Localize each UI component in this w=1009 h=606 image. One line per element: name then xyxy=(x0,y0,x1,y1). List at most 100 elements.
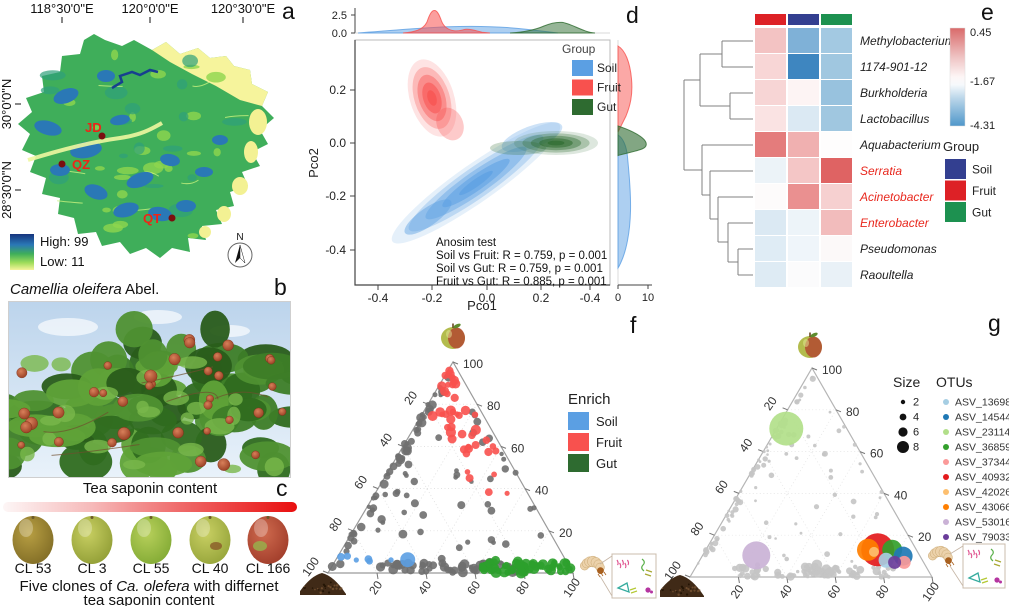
circle xyxy=(487,475,494,483)
circle xyxy=(856,565,865,574)
circle xyxy=(680,585,684,589)
circle xyxy=(375,527,381,533)
circle xyxy=(784,556,789,562)
circle xyxy=(561,567,570,576)
circle xyxy=(501,456,507,462)
right-tick-label: 80 xyxy=(487,399,501,413)
circle xyxy=(761,462,767,468)
circle xyxy=(471,441,480,449)
circle xyxy=(813,504,820,510)
circle xyxy=(680,592,683,595)
circle xyxy=(318,589,320,591)
heatmap-cell xyxy=(821,54,852,79)
top-marginal-tick: 2.5 xyxy=(332,10,347,22)
ellipse xyxy=(213,148,221,157)
circle xyxy=(491,540,496,545)
circle xyxy=(512,469,519,476)
colorbar-tick: -4.31 xyxy=(970,120,995,132)
ellipse xyxy=(92,125,101,130)
circle xyxy=(449,381,457,389)
circle xyxy=(796,569,800,574)
right-tick-label: 20 xyxy=(559,526,573,540)
ellipse xyxy=(20,446,35,462)
circle xyxy=(208,516,212,519)
heatmap-cell xyxy=(821,80,852,105)
heatmap-cell xyxy=(821,132,852,157)
x-axis-title: Pco1 xyxy=(467,298,497,312)
ellipse xyxy=(810,332,818,338)
circle xyxy=(828,410,832,414)
circle xyxy=(734,502,739,507)
line xyxy=(782,407,788,411)
circle xyxy=(470,424,481,435)
circle xyxy=(999,580,1002,584)
line xyxy=(425,446,502,574)
path xyxy=(224,115,249,118)
bottom-tick-label: 60 xyxy=(464,578,483,597)
size-dot-8 xyxy=(897,441,909,453)
elevation-legend-high: High: 99 xyxy=(40,234,88,249)
right-tick-label: 60 xyxy=(511,441,525,455)
species-caption: Camellia oleifera Abel. xyxy=(10,281,159,298)
map-panel-svg: 118°30'0"E 120°0'0"E 120°30'0"E 30°0'0"N 28°… xyxy=(0,1,275,270)
otu-dot-ASV_373446 xyxy=(943,459,949,465)
site-marker-JD xyxy=(98,132,106,140)
ellipse xyxy=(459,170,493,196)
circle xyxy=(213,352,223,362)
ellipse xyxy=(136,400,149,414)
circle xyxy=(419,412,426,418)
line xyxy=(599,575,613,597)
heatmap-cell xyxy=(755,28,786,53)
y-tick-label: 0.2 xyxy=(329,83,346,97)
path xyxy=(51,444,140,456)
circle xyxy=(225,415,234,425)
path xyxy=(624,562,627,569)
heatmap-cell xyxy=(788,236,819,261)
gut-larva-icon xyxy=(580,555,607,578)
circle xyxy=(762,450,766,454)
circle xyxy=(821,452,826,457)
circle xyxy=(471,565,481,575)
ternary-scatter-points xyxy=(327,366,576,579)
ellipse xyxy=(177,356,208,369)
path xyxy=(616,559,619,566)
circle xyxy=(688,583,690,585)
circle xyxy=(879,490,884,494)
x-tick-label: -0.2 xyxy=(422,291,443,305)
circle xyxy=(222,339,234,351)
row-label-Pseudomonas: Pseudomonas xyxy=(860,242,937,256)
circle xyxy=(471,411,479,418)
coastal-yellow-patches xyxy=(199,109,267,238)
ellipse xyxy=(228,393,243,406)
bottom-tick-label: 20 xyxy=(366,578,385,597)
panel-label-g: g xyxy=(988,310,1001,336)
circle xyxy=(754,486,758,490)
ellipse xyxy=(180,412,194,425)
size-label-6: 6 xyxy=(913,427,919,439)
circle xyxy=(388,557,394,563)
circle xyxy=(824,551,830,557)
heatmap-cell xyxy=(788,158,819,183)
ellipse xyxy=(137,519,151,537)
row-label-Acinetobacter: Acinetobacter xyxy=(859,190,934,204)
circle xyxy=(724,513,730,518)
circle xyxy=(537,559,549,570)
circle xyxy=(457,501,466,510)
path xyxy=(967,549,970,556)
circle xyxy=(377,515,386,524)
path xyxy=(616,582,630,594)
circle xyxy=(837,569,842,574)
path xyxy=(626,559,630,566)
ellipse xyxy=(51,357,71,372)
line xyxy=(737,576,740,584)
heatmap-svg: Methylobacterium 1174-901-12 Burkholderia L… xyxy=(683,14,997,287)
circle xyxy=(404,460,413,469)
circle xyxy=(184,337,196,349)
circle xyxy=(333,584,336,587)
circle xyxy=(445,369,455,379)
circle xyxy=(410,499,419,508)
circle xyxy=(203,427,211,435)
apple-icon xyxy=(798,332,822,358)
clone-label: CL 55 xyxy=(133,560,170,576)
rect xyxy=(809,332,811,337)
